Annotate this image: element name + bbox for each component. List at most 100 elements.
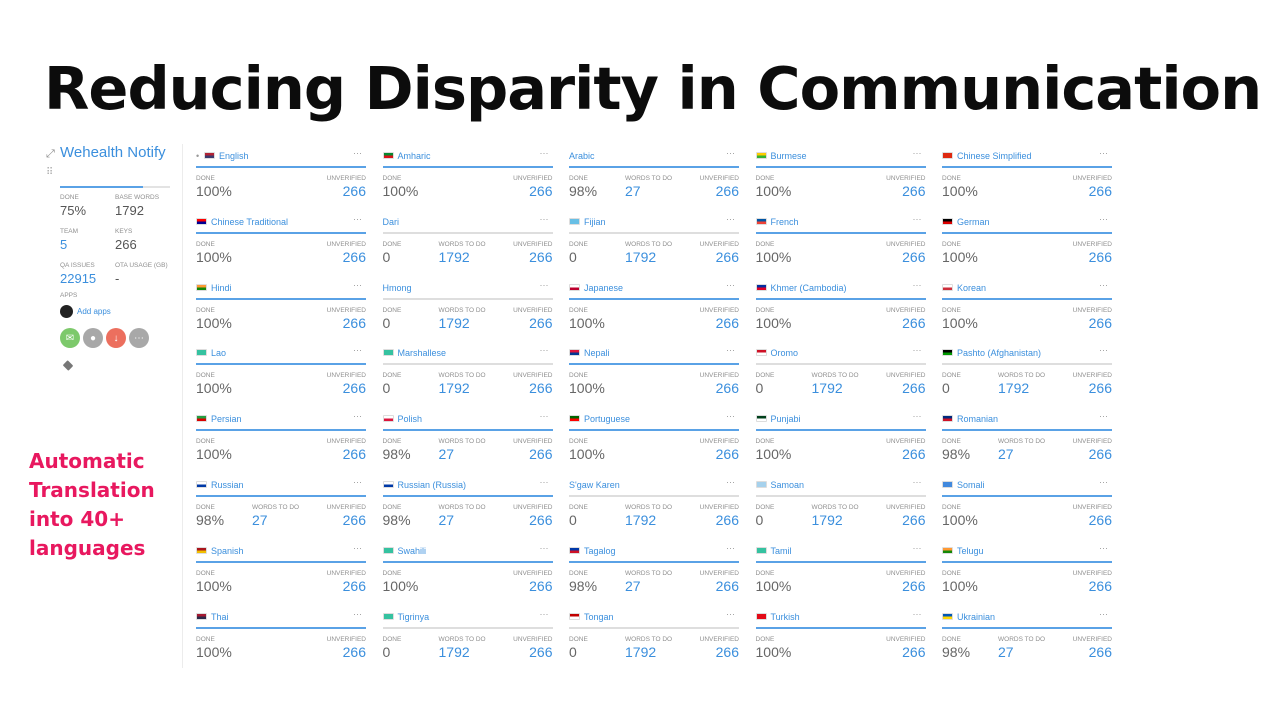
more-options-icon[interactable]: ··· (353, 213, 362, 224)
stat-value[interactable]: 27 (625, 577, 641, 594)
stat-value[interactable]: 266 (342, 446, 366, 463)
drag-handle-icon[interactable]: ⠿ (46, 167, 54, 178)
language-name[interactable]: Hindi (211, 282, 232, 293)
language-card[interactable]: Russian ··· DONE 98% WORDS TO DO 27 UNVERIFIED… (196, 477, 366, 541)
stat-value[interactable]: 266 (715, 643, 739, 660)
language-name[interactable]: Korean (957, 282, 987, 293)
stat-value[interactable]: 266 (529, 577, 553, 594)
stat-qa-issues[interactable]: QA ISSUES 22915 (60, 262, 96, 286)
stat-value[interactable]: 27 (252, 512, 268, 528)
stat-value[interactable]: 266 (342, 380, 366, 397)
more-options-icon[interactable]: ··· (1099, 279, 1108, 290)
stat-value[interactable]: 1792 (811, 512, 843, 528)
stat-value[interactable]: 27 (998, 643, 1014, 660)
language-name[interactable]: Polish (397, 414, 423, 425)
language-card[interactable]: Tongan ··· DONE 0 WORDS TO DO 1792 UNVERIFIED 2… (569, 608, 739, 673)
language-card[interactable]: German ··· DONE 100% UNVERIFIED 266 (942, 213, 1112, 278)
language-card[interactable]: Ukrainian ··· DONE 98% WORDS TO DO 27 UNVERIFI… (942, 609, 1112, 673)
language-name[interactable]: Japanese (584, 282, 624, 293)
stat-value[interactable]: 266 (902, 446, 926, 463)
more-options-icon[interactable]: ··· (1099, 542, 1108, 553)
expand-icon[interactable]: ⤢ (46, 148, 55, 160)
language-card[interactable]: Lao ··· DONE 100% UNVERIFIED 266 (196, 345, 366, 409)
language-card[interactable]: Samoan ··· DONE 0 WORDS TO DO 1792 UNVERIFIED 2… (755, 477, 926, 541)
more-options-icon[interactable]: ··· (726, 608, 735, 619)
stat-value[interactable]: 1792 (438, 248, 470, 265)
language-card[interactable]: Chinese Traditional ··· DONE 100% UNVERIFIED… (196, 213, 366, 278)
language-name[interactable]: Chinese Simplified (957, 151, 1032, 161)
more-options-icon[interactable]: ··· (1099, 411, 1108, 422)
language-card[interactable]: Fijian ··· DONE 0 WORDS TO DO 1792 UNVERIFIED 2… (569, 213, 739, 278)
more-options-icon[interactable]: ··· (726, 477, 735, 487)
stat-value[interactable]: 1792 (625, 248, 657, 265)
language-name[interactable]: Somali (957, 480, 985, 490)
language-name[interactable]: German (957, 216, 990, 227)
more-options-icon[interactable]: ··· (1099, 477, 1108, 487)
more-options-icon[interactable]: ··· (539, 148, 549, 158)
language-card[interactable]: Persian ··· DONE 100% UNVERIFIED 266 (196, 411, 366, 475)
more-options-icon[interactable]: ··· (353, 477, 362, 487)
language-card[interactable]: Pashto (Afghanistan) ··· DONE 0 WORDS TO DO 1… (942, 345, 1112, 409)
stat-value[interactable]: 266 (902, 512, 926, 528)
language-card[interactable]: Russian (Russia) ··· DONE 98% WORDS TO DO 27 U… (382, 477, 553, 541)
stat-value[interactable]: 27 (438, 512, 455, 528)
stat-value[interactable]: 266 (1088, 577, 1112, 594)
more-options-icon[interactable]: ··· (912, 477, 922, 487)
language-name[interactable]: Turkish (770, 611, 800, 622)
language-name[interactable]: Samoan (770, 480, 805, 490)
stat-value[interactable]: 266 (529, 183, 553, 199)
language-name[interactable]: Dari (382, 216, 400, 227)
stat-value[interactable]: 266 (1088, 643, 1112, 660)
stat-value[interactable]: 266 (715, 248, 739, 265)
stat-value[interactable]: 266 (1088, 248, 1112, 265)
language-card[interactable]: Chinese Simplified ··· DONE 100% UNVERIFIED 2… (942, 148, 1112, 212)
language-name[interactable]: Tongan (584, 611, 614, 622)
stat-value[interactable]: 266 (1088, 446, 1112, 463)
stat-value[interactable]: 1792 (811, 380, 843, 397)
language-name[interactable]: Marshallese (397, 348, 447, 359)
stat-value[interactable]: 266 (902, 248, 926, 265)
more-options-icon[interactable]: ··· (912, 279, 922, 290)
language-name[interactable]: Russian (211, 480, 244, 490)
stat-value[interactable]: 266 (342, 643, 366, 660)
stat-value[interactable]: 27 (625, 183, 641, 199)
stat-value[interactable]: 22915 (60, 271, 97, 286)
stat-value[interactable]: 266 (529, 314, 553, 331)
user-icon[interactable]: ● (83, 328, 103, 348)
more-options-icon[interactable]: ··· (1099, 213, 1108, 224)
stat-value[interactable]: 266 (529, 512, 553, 528)
more-options-icon[interactable]: ··· (1099, 148, 1108, 158)
more-options-icon[interactable]: ··· (726, 345, 735, 356)
envelope-icon[interactable]: ✉ (60, 328, 80, 348)
stat-value[interactable]: 266 (902, 643, 926, 660)
tag-icon[interactable] (62, 360, 74, 371)
language-name[interactable]: Burmese (770, 151, 807, 161)
more-options-icon[interactable]: ··· (539, 345, 549, 356)
language-card[interactable]: Hmong ··· DONE 0 WORDS TO DO 1792 UNVERIFIED 26… (382, 280, 553, 344)
stat-value[interactable]: 266 (715, 380, 739, 397)
language-name[interactable]: Tamil (770, 545, 792, 556)
more-options-icon[interactable]: ··· (353, 148, 362, 158)
language-name[interactable]: Ukrainian (957, 611, 996, 622)
stat-team[interactable]: TEAM 5 (60, 228, 78, 252)
stat-value[interactable]: 266 (715, 446, 739, 463)
language-name[interactable]: Russian (Russia) (397, 480, 467, 490)
language-name[interactable]: French (770, 216, 799, 227)
stat-value[interactable]: 266 (529, 643, 553, 660)
more-options-icon[interactable]: ··· (726, 213, 735, 224)
language-name[interactable]: Punjabi (770, 414, 801, 425)
language-name[interactable]: S'gaw Karen (569, 480, 620, 490)
language-card[interactable]: Polish ··· DONE 98% WORDS TO DO 27 UNVERIFIED 2… (382, 411, 553, 475)
stat-value[interactable]: 266 (529, 380, 553, 397)
stat-value[interactable]: 266 (1088, 314, 1112, 331)
stat-value[interactable]: 266 (342, 512, 366, 528)
language-card[interactable]: Korean ··· DONE 100% UNVERIFIED 266 (942, 279, 1112, 344)
language-name[interactable]: Khmer (Cambodia) (770, 282, 847, 293)
stat-value[interactable]: 266 (1088, 512, 1112, 528)
language-card[interactable]: Arabic ··· DONE 98% WORDS TO DO 27 UNVERIFIED 2… (569, 148, 739, 212)
language-card[interactable]: Oromo ··· DONE 0 WORDS TO DO 1792 UNVERIFIED 26… (755, 345, 926, 409)
language-card[interactable]: Punjabi ··· DONE 100% UNVERIFIED 266 (755, 411, 926, 475)
add-apps-label[interactable]: Add apps (77, 306, 111, 316)
language-name[interactable]: Romanian (957, 414, 999, 425)
language-name[interactable]: Thai (211, 611, 229, 622)
